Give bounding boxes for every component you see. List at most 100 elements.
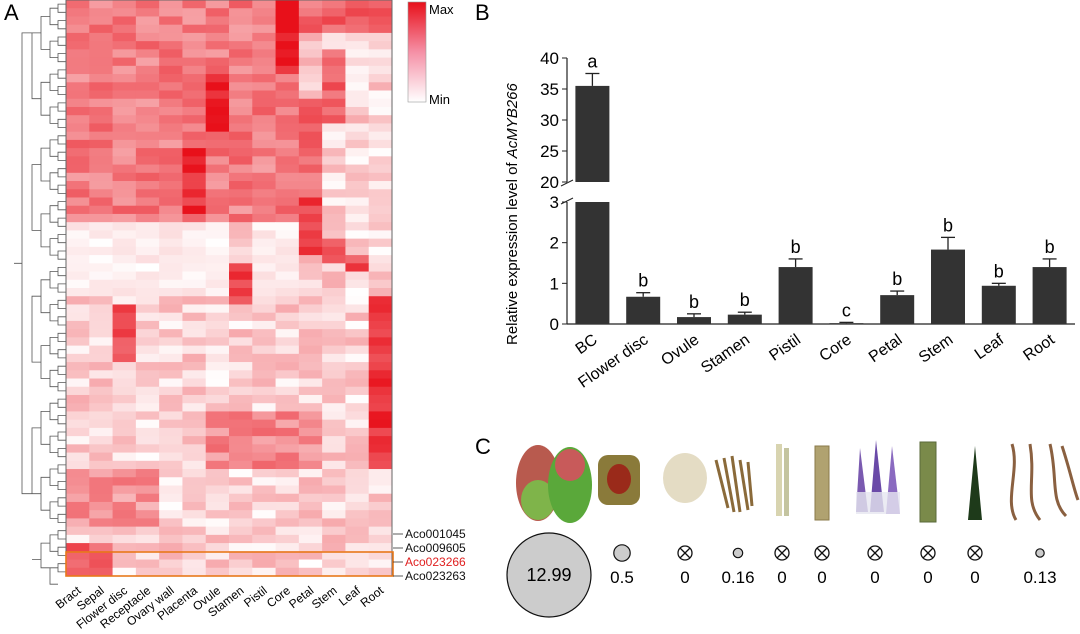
heatmap-cell xyxy=(368,65,393,75)
heatmap-cell xyxy=(368,255,393,264)
heatmap-cell xyxy=(229,164,253,174)
heatmap-cell xyxy=(159,403,183,412)
heatmap-cell xyxy=(345,279,370,289)
heatmap-cell xyxy=(368,419,393,429)
heatmap-cell xyxy=(89,41,113,50)
heatmap-cell xyxy=(89,353,113,363)
heatmap-cell xyxy=(275,106,300,116)
heatmap-cell xyxy=(275,394,300,404)
heatmap-cell xyxy=(368,24,393,34)
heatmap-cell xyxy=(159,411,183,421)
heatmap-cell xyxy=(135,90,160,100)
heatmap-cell xyxy=(89,98,113,108)
heatmap-cell xyxy=(345,567,370,577)
heatmap-cell xyxy=(182,436,207,445)
heatmap-cell xyxy=(252,222,276,231)
heatmap-cell xyxy=(112,543,137,552)
heatmap-cell xyxy=(298,460,323,470)
heatmap-cell xyxy=(298,510,323,519)
significance-letter: b xyxy=(892,269,902,289)
heatmap-cell xyxy=(205,501,230,511)
heatmap-cell xyxy=(135,452,160,462)
heatmap-cell xyxy=(322,230,346,240)
heatmap-cell xyxy=(205,411,230,421)
heatmap-cell xyxy=(112,559,137,569)
heatmap-cell xyxy=(322,370,346,379)
heatmap-cell xyxy=(112,238,137,248)
heatmap-cell xyxy=(205,436,230,445)
heatmap-cell xyxy=(322,403,346,412)
heatmap-cell xyxy=(135,345,160,355)
heatmap-cell xyxy=(229,485,253,495)
heatmap-cell xyxy=(159,288,183,297)
heatmap-cell xyxy=(345,263,370,272)
heatmap-cell xyxy=(66,353,90,363)
heatmap-cell xyxy=(182,172,207,182)
heatmap-cell xyxy=(112,378,137,388)
bar xyxy=(575,85,610,182)
heatmap-cell xyxy=(298,90,323,100)
heatmap-cell xyxy=(322,115,346,124)
heatmap-cell xyxy=(298,559,323,569)
heatmap-cell xyxy=(112,526,137,536)
heatmap-cell xyxy=(229,452,253,462)
heatmap-cell xyxy=(135,485,160,495)
heatmap-cell xyxy=(298,444,323,453)
heatmap-cell xyxy=(159,32,183,42)
heatmap-cell xyxy=(66,526,90,536)
heatmap-cell xyxy=(66,246,90,256)
heatmap-cell xyxy=(298,213,323,223)
heatmap-cell xyxy=(182,115,207,124)
heatmap-cell xyxy=(298,394,323,404)
heatmap-cell xyxy=(205,485,230,495)
heatmap-cell xyxy=(275,230,300,240)
pistil-photo-2 xyxy=(784,448,789,516)
heatmap-cell xyxy=(275,263,300,272)
heatmap-cell xyxy=(205,353,230,363)
heatmap-cell xyxy=(66,65,90,75)
category-label: BC xyxy=(573,331,601,358)
heatmap-cell xyxy=(89,172,113,182)
heatmap-cell xyxy=(298,312,323,322)
heatmap-cell xyxy=(182,82,207,91)
heatmap-cell xyxy=(298,543,323,552)
heatmap-cell xyxy=(298,279,323,289)
heatmap-cell xyxy=(229,255,253,264)
heatmap-cell xyxy=(182,518,207,528)
heatmap-cell xyxy=(112,551,137,560)
heatmap-cell xyxy=(275,255,300,264)
heatmap-cell xyxy=(159,197,183,207)
heatmap-cell xyxy=(205,296,230,305)
heatmap-cell xyxy=(252,452,276,462)
heatmap-cells xyxy=(66,0,393,577)
heatmap-cell xyxy=(345,543,370,552)
heatmap-cell xyxy=(229,32,253,42)
heatmap-cell xyxy=(252,370,276,379)
heatmap-cell xyxy=(298,370,323,379)
heatmap-cell xyxy=(112,288,137,297)
heatmap-cell xyxy=(205,510,230,519)
gene-label: Aco009605 xyxy=(405,541,466,555)
heatmap-cell xyxy=(368,296,393,305)
heatmap-cell xyxy=(298,337,323,346)
heatmap-cell xyxy=(368,510,393,519)
heatmap-cell xyxy=(66,205,90,215)
heatmap-cell xyxy=(229,271,253,281)
heatmap-cell xyxy=(275,271,300,281)
heatmap-cell xyxy=(182,148,207,157)
heatmap-cell xyxy=(112,320,137,330)
heatmap-cell xyxy=(252,518,276,528)
heatmap-cell xyxy=(205,98,230,108)
heatmap-cell xyxy=(135,271,160,281)
heatmap-cell xyxy=(89,0,113,9)
heatmap-cell xyxy=(275,139,300,149)
heatmap-cell xyxy=(205,460,230,470)
heatmap-cell xyxy=(322,246,346,256)
significance-letter: c xyxy=(842,300,851,320)
heatmap-cell xyxy=(159,8,183,17)
heatmap-cell xyxy=(368,246,393,256)
heatmap-cell xyxy=(112,57,137,67)
heatmap-cell xyxy=(112,98,137,108)
heatmap-cell xyxy=(298,386,323,396)
